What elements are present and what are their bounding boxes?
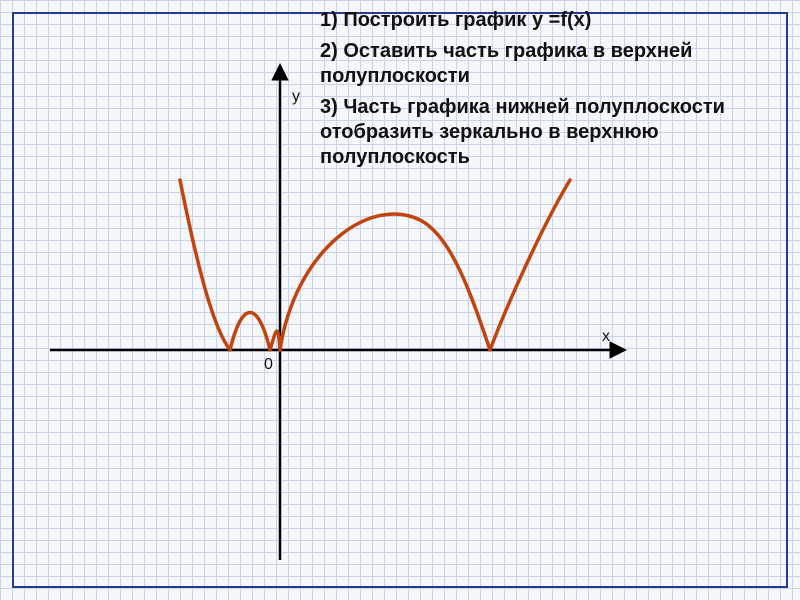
x-axis-label: х <box>602 328 610 346</box>
origin-label: 0 <box>264 356 273 374</box>
function-curve <box>180 180 570 350</box>
chart-svg <box>0 0 800 600</box>
page-root: 1) Построить график у =f(x) 2) Оставить … <box>0 0 800 600</box>
chart-area <box>0 0 800 600</box>
y-axis-label: у <box>292 88 300 106</box>
